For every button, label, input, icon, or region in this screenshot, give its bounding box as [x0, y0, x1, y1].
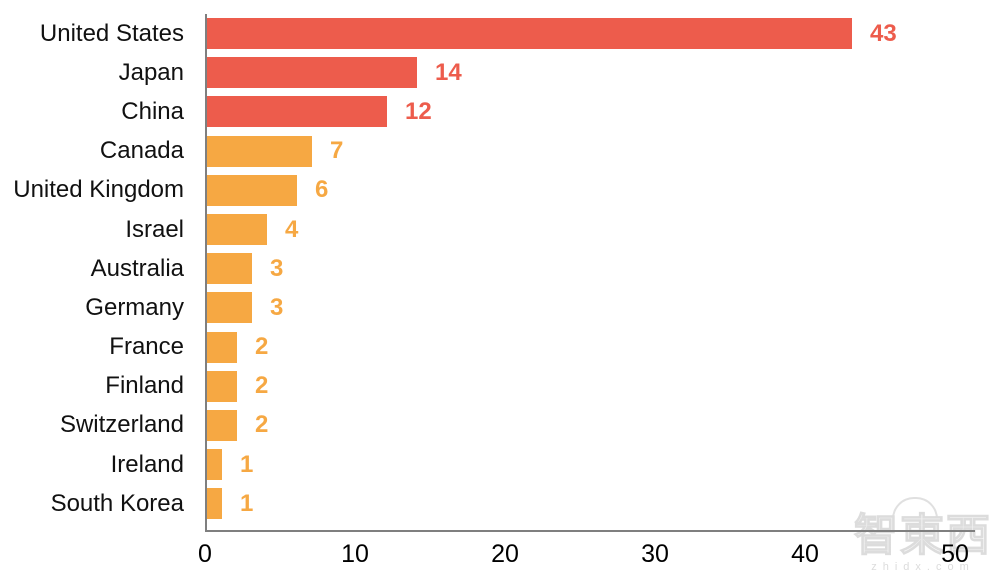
- bar: [207, 292, 252, 324]
- category-label: South Korea: [50, 489, 184, 517]
- bar-area: 1: [207, 488, 254, 520]
- value-label: 1: [240, 450, 254, 478]
- category-label: Finland: [105, 372, 184, 400]
- value-label: 6: [315, 176, 329, 204]
- bar: [207, 449, 222, 481]
- value-label: 2: [255, 372, 269, 400]
- bar-row: Finland 2: [0, 367, 1000, 406]
- bar-row: South Korea 1: [0, 484, 1000, 523]
- bar: [207, 331, 237, 363]
- value-label: 1: [240, 489, 254, 517]
- bar-area: 3: [207, 253, 284, 285]
- bar-area: 3: [207, 292, 284, 324]
- bar-area: 2: [207, 409, 269, 441]
- value-label: 14: [435, 58, 462, 86]
- bar: [207, 135, 312, 167]
- bar-row: Germany 3: [0, 288, 1000, 327]
- bar: [207, 253, 252, 285]
- category-label: Germany: [85, 293, 184, 321]
- x-tick-label: 40: [791, 540, 819, 568]
- value-label: 4: [285, 215, 299, 243]
- bar-row: United States 43: [0, 14, 1000, 53]
- value-label: 2: [255, 333, 269, 361]
- bar-area: 7: [207, 135, 344, 167]
- category-label: Ireland: [110, 450, 184, 478]
- value-label: 12: [405, 97, 432, 125]
- bar-row: United Kingdom 6: [0, 171, 1000, 210]
- bar-row: Japan 14: [0, 53, 1000, 92]
- x-axis-line: [205, 530, 975, 532]
- bar-row: Australia 3: [0, 249, 1000, 288]
- bar-area: 43: [207, 18, 897, 50]
- bar-area: 4: [207, 214, 299, 246]
- bar-row: France 2: [0, 328, 1000, 367]
- bar: [207, 57, 417, 89]
- bar-rows: United States 43 Japan 14 China 12 Canada 7 Unit…: [0, 14, 1000, 523]
- bar-row: China 12: [0, 92, 1000, 131]
- category-label: China: [121, 97, 184, 125]
- bar: [207, 488, 222, 520]
- watermark-url-text: zhidx.com: [871, 561, 975, 573]
- bar-area: 2: [207, 370, 269, 402]
- y-axis-line: [205, 14, 207, 532]
- bar-area: 1: [207, 449, 254, 481]
- category-label: Australia: [90, 254, 184, 282]
- bar: [207, 18, 852, 50]
- bar-row: Israel 4: [0, 210, 1000, 249]
- x-tick-label: 10: [341, 540, 369, 568]
- value-label: 3: [270, 254, 284, 282]
- bar-area: 12: [207, 96, 432, 128]
- category-label: Switzerland: [59, 411, 184, 439]
- category-label: Israel: [125, 215, 184, 243]
- category-label: France: [109, 333, 184, 361]
- bar-row: Canada 7: [0, 132, 1000, 171]
- category-label: United Kingdom: [13, 176, 184, 204]
- bar-row: Switzerland 2: [0, 406, 1000, 445]
- bar: [207, 96, 387, 128]
- bar: [207, 174, 297, 206]
- category-label: Canada: [99, 137, 184, 165]
- x-tick-label: 50: [941, 540, 969, 568]
- x-tick-label: 30: [641, 540, 669, 568]
- x-tick-label: 20: [491, 540, 519, 568]
- bar: [207, 409, 237, 441]
- value-label: 43: [870, 19, 897, 47]
- value-label: 3: [270, 293, 284, 321]
- bar-area: 14: [207, 57, 462, 89]
- category-label: Japan: [118, 58, 184, 86]
- category-label: United States: [39, 19, 184, 47]
- value-label: 7: [330, 137, 344, 165]
- bar-area: 6: [207, 174, 329, 206]
- value-label: 2: [255, 411, 269, 439]
- bar-area: 2: [207, 331, 269, 363]
- x-tick-label: 0: [198, 540, 212, 568]
- bar-row: Ireland 1: [0, 445, 1000, 484]
- bar: [207, 370, 237, 402]
- bar: [207, 214, 267, 246]
